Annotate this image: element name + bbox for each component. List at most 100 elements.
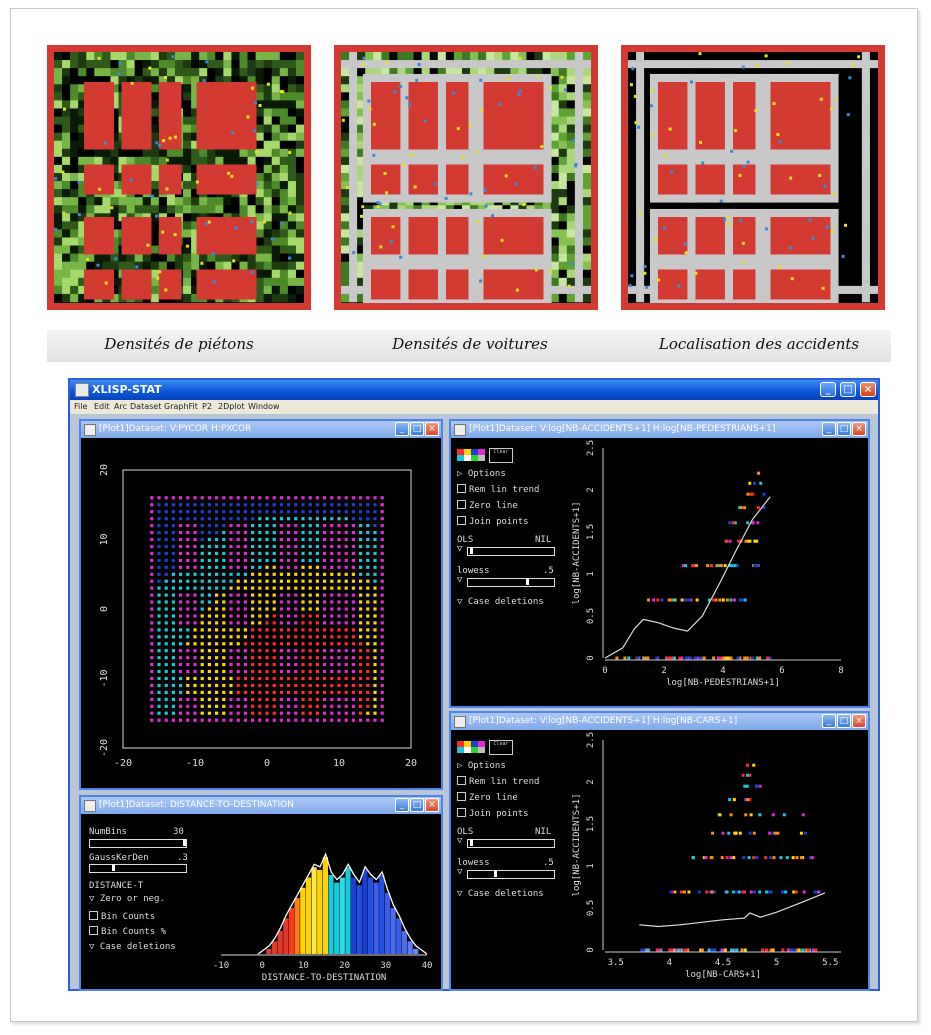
clear-button[interactable]: Clear (489, 448, 513, 463)
agent-dot (288, 256, 292, 260)
menu-window[interactable]: Window (248, 402, 280, 411)
map-cell (644, 124, 653, 133)
color-palette-icon[interactable] (457, 741, 485, 754)
scatter-point (761, 948, 765, 952)
map-cell (158, 76, 168, 85)
map-cell (582, 76, 591, 85)
close-button[interactable]: × (425, 798, 439, 812)
maximize-button[interactable]: □ (837, 422, 851, 436)
scatter-point (697, 890, 701, 894)
close-button[interactable]: × (852, 714, 866, 728)
menu-dataset[interactable]: Dataset (130, 402, 162, 411)
map-cell (542, 52, 551, 61)
spatial-point (179, 642, 183, 646)
rem-lin-trend-checkbox[interactable]: Rem lin trend (457, 776, 539, 787)
map-cell (700, 68, 709, 77)
spatial-point (337, 551, 341, 555)
spatial-point (243, 704, 247, 708)
menu-edit[interactable]: Edit (94, 402, 110, 411)
zero-line-checkbox[interactable]: Zero line (457, 792, 518, 803)
close-button[interactable]: × (425, 422, 439, 436)
spatial-point (351, 510, 355, 514)
zero-line-checkbox[interactable]: Zero line (457, 500, 518, 511)
scatter-point (742, 856, 746, 860)
zero-neg-option[interactable]: ▽ Zero or neg. (89, 894, 165, 904)
spatial-point (359, 690, 363, 694)
map-cell (215, 148, 224, 158)
map-cell (636, 148, 645, 158)
spatial-point (294, 697, 298, 701)
menu-file[interactable]: File (74, 402, 88, 411)
case-deletions-option[interactable]: ▽ Case deletions (457, 889, 544, 899)
ols-slider[interactable] (467, 839, 555, 848)
ols-slider[interactable] (467, 547, 555, 556)
maximize-button[interactable]: □ (410, 798, 424, 812)
histogram-titlebar[interactable]: [Plot1]Dataset: DISTANCE-TO-DESTINATION … (81, 797, 441, 814)
menu-graphfit[interactable]: GraphFit (164, 402, 198, 411)
lowess-slider[interactable] (467, 578, 555, 587)
spatial-point (315, 690, 319, 694)
map-cell (652, 52, 661, 61)
options-toggle[interactable]: ▷ Options (457, 761, 506, 771)
map-cell (636, 164, 645, 174)
scatter-pedestrians-plot[interactable]: 0 2 4 6 82.521.510.50log[NB-PEDESTRIANS+1]lo… (569, 438, 865, 706)
map-cell (78, 277, 87, 287)
scatter-point (762, 492, 766, 496)
maximize-button[interactable]: □ (840, 382, 856, 397)
spatial-point (236, 676, 240, 681)
map-cell (550, 172, 560, 182)
spatial-plot-titlebar[interactable]: [Plot1]Dataset: V:PYCOR H:PXCOR _ □ × (81, 421, 441, 438)
menu-arc[interactable]: Arc (114, 402, 127, 411)
map-cell (295, 108, 304, 117)
scatter-cars-titlebar[interactable]: [Plot1]Dataset: V:log[NB-ACCIDENTS+1] H:… (451, 713, 868, 730)
spatial-point (373, 711, 377, 715)
scatter-pedestrians-titlebar[interactable]: [Plot1]Dataset: V:log[NB-ACCIDENTS+1] H:… (451, 421, 868, 438)
clear-button[interactable]: Clear (489, 740, 513, 755)
spatial-point (258, 718, 262, 722)
agent-dot (482, 254, 486, 258)
bin-counts-checkbox[interactable]: Bin Counts (89, 911, 155, 922)
map-cell (295, 140, 304, 150)
scatter-point (721, 948, 725, 952)
agent-dot (399, 85, 403, 89)
numbins-slider[interactable] (89, 839, 187, 848)
scatter-point (772, 831, 776, 835)
spatial-point (330, 551, 334, 555)
map-cell (78, 245, 87, 254)
spatial-point (179, 718, 183, 722)
map-cell (636, 189, 645, 198)
agent-dot (764, 54, 768, 58)
map-cell (357, 100, 366, 109)
scatter-cars-title: [Plot1]Dataset: V:log[NB-ACCIDENTS+1] H:… (469, 716, 738, 726)
case-deletions-option[interactable]: ▽ Case deletions (457, 597, 544, 607)
options-toggle[interactable]: ▷ Options (457, 469, 506, 479)
color-palette-icon[interactable] (457, 449, 485, 462)
case-deletions-option[interactable]: ▽ Case deletions (89, 942, 176, 952)
minimize-button[interactable]: _ (820, 382, 836, 397)
map-cell (271, 172, 281, 182)
minimize-button[interactable]: _ (822, 422, 836, 436)
minimize-button[interactable]: _ (395, 422, 409, 436)
minimize-button[interactable]: _ (822, 714, 836, 728)
minimize-button[interactable]: _ (395, 798, 409, 812)
close-button[interactable]: × (852, 422, 866, 436)
map-cell (550, 164, 560, 174)
rem-lin-trend-checkbox[interactable]: Rem lin trend (457, 484, 539, 495)
menu-2dplot[interactable]: 2Dplot (218, 402, 245, 411)
scatter-cars-plot[interactable]: 3.5 4 4.5 5 5.52.521.510.50log[NB-CARS+1]log… (569, 730, 865, 990)
join-points-checkbox[interactable]: Join points (457, 516, 529, 527)
map-cell (191, 189, 200, 198)
gauss-slider[interactable] (89, 864, 187, 873)
window-titlebar[interactable]: XLISP-STAT _ □ × (70, 380, 878, 400)
join-points-checkbox[interactable]: Join points (457, 808, 529, 819)
close-button[interactable]: × (860, 382, 876, 397)
spatial-point (337, 579, 341, 583)
maximize-button[interactable]: □ (410, 422, 424, 436)
bin-counts-pct-checkbox[interactable]: Bin Counts % (89, 926, 166, 937)
menu-p2[interactable]: P2 (202, 402, 212, 411)
lowess-slider[interactable] (467, 870, 555, 879)
map-cell (62, 124, 71, 133)
maximize-button[interactable]: □ (837, 714, 851, 728)
